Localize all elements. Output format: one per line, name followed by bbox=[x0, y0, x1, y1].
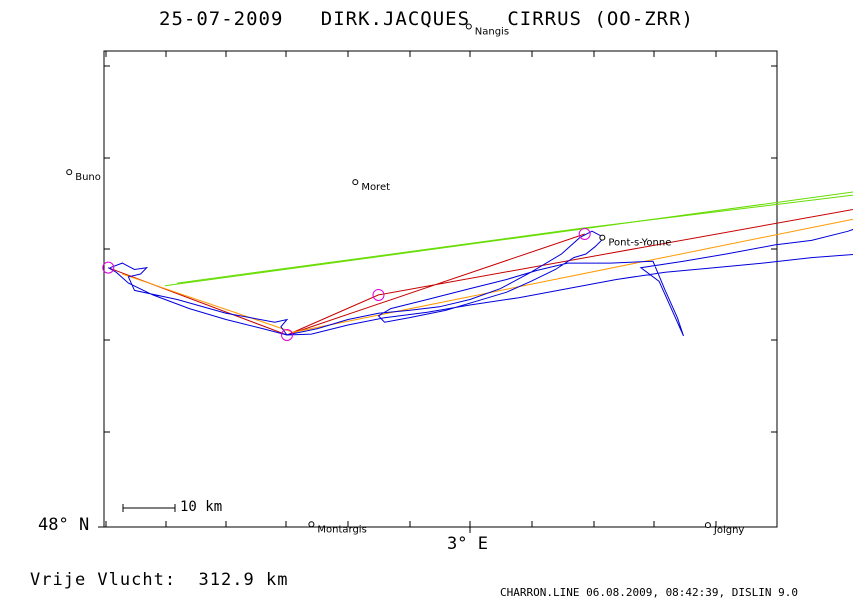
turnpoint-1 bbox=[281, 328, 293, 341]
turnpoint-0 bbox=[102, 261, 115, 274]
latitude-axis-label: 48° N bbox=[38, 515, 90, 535]
pilot-name: DIRK.JACQUES bbox=[320, 8, 471, 30]
map-title: 25-07-2009 DIRK.JACQUES CIRRUS (OO-ZRR) bbox=[0, 8, 853, 30]
flight-date: 25-07-2009 bbox=[159, 8, 284, 30]
city-label-montargis: Montargis bbox=[317, 524, 366, 535]
turnpoint-markers bbox=[102, 227, 591, 341]
city-label-buno: Buno bbox=[75, 172, 101, 183]
task-line-2 bbox=[164, 191, 853, 287]
map-frame bbox=[103, 50, 778, 528]
city-marker-nangis bbox=[465, 23, 472, 30]
longitude-axis-label: 3° E bbox=[447, 534, 488, 554]
flight-track bbox=[108, 228, 853, 337]
city-marker-pont-s-yonne bbox=[599, 234, 606, 241]
city-marker-montargis bbox=[308, 521, 315, 528]
axis-ticks bbox=[98, 51, 777, 533]
task-line-0 bbox=[108, 208, 853, 336]
distance-label: Vrije Vlucht: bbox=[30, 570, 177, 590]
city-marker-joigny bbox=[704, 522, 711, 529]
task-line-3 bbox=[177, 194, 853, 284]
task-lines bbox=[108, 191, 853, 336]
task-line-1 bbox=[122, 218, 853, 333]
free-flight-distance: Vrije Vlucht: 312.9 km bbox=[30, 570, 288, 590]
turnpoint-2 bbox=[372, 288, 385, 301]
city-label-joigny: Joigny bbox=[713, 525, 745, 536]
city-label-nangis: Nangis bbox=[475, 27, 509, 38]
city-marker-buno bbox=[66, 169, 73, 176]
glider-name: CIRRUS (OO-ZRR) bbox=[507, 8, 694, 30]
city-label-moret: Moret bbox=[361, 182, 390, 193]
scale-label: 10 km bbox=[180, 499, 223, 515]
distance-value: 312.9 km bbox=[198, 570, 289, 590]
city-markers: NangisRomillyBunoMoretPont-s-YonneTroyes… bbox=[66, 23, 745, 536]
city-label-pont-s-yonne: Pont-s-Yonne bbox=[608, 238, 671, 249]
program-info: CHARRON.LINE 06.08.2009, 08:42:39, DISLI… bbox=[500, 586, 799, 599]
turnpoint-3 bbox=[578, 227, 591, 240]
track-line bbox=[108, 228, 853, 337]
city-marker-moret bbox=[352, 179, 359, 186]
